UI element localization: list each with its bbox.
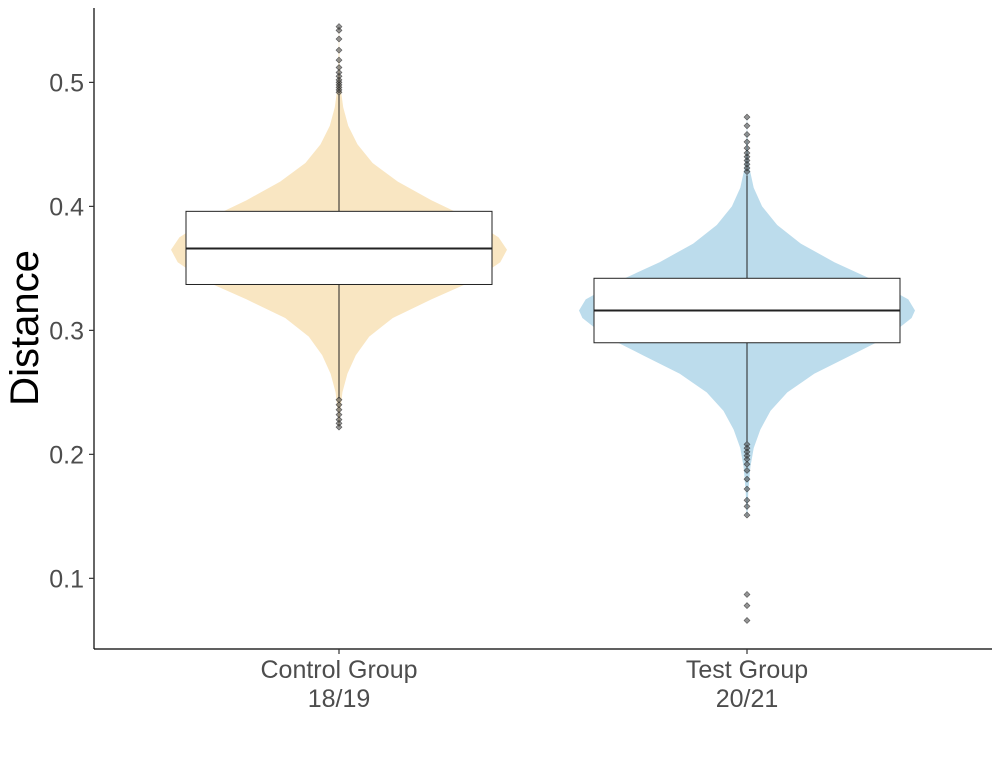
y-tick-label: 0.4: [49, 193, 84, 221]
outlier-point: [335, 423, 343, 431]
outlier-point: [743, 502, 751, 510]
outlier-point: [743, 475, 751, 483]
outlier-point: [335, 56, 343, 64]
outlier-point: [335, 46, 343, 54]
outlier-point: [335, 64, 343, 71]
outlier-point: [743, 157, 751, 164]
outlier-point: [335, 76, 343, 84]
y-tick-label: 0.2: [49, 441, 84, 469]
y-tick-label: 0.5: [49, 69, 84, 97]
y-tick-label: 0.1: [49, 565, 84, 593]
outlier-point: [743, 113, 751, 121]
violin-group: [171, 23, 507, 431]
x-category-label: Test Group: [686, 656, 808, 684]
outlier-point: [335, 26, 343, 34]
outlier-point: [335, 69, 343, 76]
outlier-point: [743, 467, 751, 474]
outlier-point: [335, 72, 343, 80]
plot-area: [171, 23, 915, 624]
outlier-point: [743, 168, 751, 176]
outlier-point: [743, 153, 751, 161]
x-category-label: Control Group: [260, 656, 417, 684]
outlier-point: [743, 138, 751, 146]
outlier-point: [335, 23, 343, 31]
violin-group: [579, 113, 915, 624]
outlier-point: [743, 149, 751, 157]
outlier-point: [743, 496, 751, 504]
outlier-point: [743, 591, 751, 598]
outlier-point: [743, 485, 751, 493]
outlier-point: [743, 160, 751, 168]
outlier-point: [743, 602, 751, 610]
y-tick-label: 0.3: [49, 317, 84, 345]
outlier-point: [743, 511, 751, 519]
outlier-point: [335, 35, 343, 43]
outlier-point: [743, 122, 751, 130]
outlier-point: [743, 131, 751, 138]
x-category-sublabel: 20/21: [716, 685, 779, 713]
y-axis-title: Distance: [3, 250, 47, 406]
outlier-point: [743, 164, 751, 172]
y-axis-ticks: 0.1 0.2 0.3 0.4 0.5: [49, 69, 94, 593]
x-category-sublabel: 18/19: [308, 685, 371, 713]
outlier-point: [743, 617, 751, 624]
outlier-point: [743, 144, 751, 152]
